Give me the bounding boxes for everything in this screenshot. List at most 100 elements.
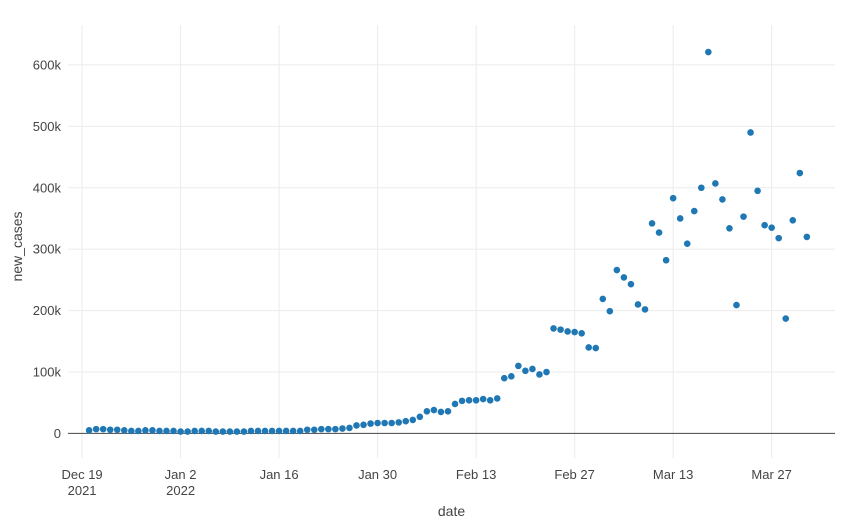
data-point — [388, 419, 395, 427]
data-point — [444, 408, 452, 415]
data-point — [212, 428, 220, 435]
data-point — [740, 213, 747, 220]
data-point — [761, 221, 768, 229]
x-tick-label: Jan 16 — [260, 467, 299, 482]
data-point — [402, 417, 410, 425]
data-point — [522, 367, 529, 375]
x-tick-label: Dec 19 — [61, 467, 102, 482]
data-point — [268, 427, 276, 435]
x-tick-label: 2022 — [166, 483, 195, 498]
data-point — [205, 427, 213, 435]
data-point — [550, 325, 557, 332]
x-tick-label: Jan 2 — [165, 467, 197, 482]
data-point — [599, 295, 607, 303]
data-point — [803, 233, 811, 241]
data-point — [669, 194, 677, 202]
data-point — [99, 425, 107, 433]
data-point — [754, 187, 761, 195]
data-point — [135, 427, 142, 435]
data-point — [698, 184, 705, 192]
data-point — [374, 419, 381, 427]
data-point — [578, 330, 585, 337]
x-tick-label: Jan 30 — [358, 467, 397, 482]
data-point — [458, 397, 466, 405]
data-point — [437, 408, 445, 416]
data-point — [789, 217, 797, 224]
data-point — [627, 280, 635, 288]
data-point — [486, 396, 494, 404]
data-point — [106, 426, 114, 434]
data-point — [289, 427, 297, 435]
data-point — [247, 427, 255, 435]
data-point — [339, 425, 346, 432]
data-point — [585, 344, 593, 351]
data-point — [796, 169, 804, 177]
y-gridlines — [68, 64, 835, 373]
data-point — [493, 395, 501, 402]
data-point — [775, 234, 783, 242]
data-point — [303, 426, 311, 434]
data-point — [310, 426, 318, 434]
data-point — [726, 224, 733, 232]
data-point — [620, 274, 628, 281]
data-point — [275, 427, 283, 435]
data-point — [226, 428, 234, 435]
data-point — [261, 427, 269, 435]
y-tick-label: 500k — [33, 119, 62, 134]
y-tick-labels: 0 100k 200k 300k 400k 500k 600k — [33, 57, 62, 441]
data-point — [381, 419, 388, 427]
data-point — [705, 48, 712, 56]
data-point — [747, 129, 754, 136]
x-tick-label: Feb 13 — [456, 467, 496, 482]
data-point — [634, 301, 642, 308]
data-point — [233, 428, 241, 435]
x-tick-label: Mar 27 — [751, 467, 791, 482]
data-point — [325, 425, 332, 433]
data-point — [346, 424, 353, 432]
data-point — [508, 373, 515, 380]
data-point — [430, 406, 438, 414]
data-point — [367, 420, 374, 427]
data-point — [163, 427, 170, 435]
x-tick-label: Feb 27 — [554, 467, 594, 482]
data-point — [719, 196, 726, 203]
data-point — [564, 328, 571, 335]
data-point — [282, 427, 290, 435]
data-point — [353, 422, 360, 429]
y-axis-title: new_cases — [9, 211, 25, 281]
data-point — [240, 428, 248, 435]
data-point — [451, 400, 459, 408]
data-point — [606, 307, 614, 315]
x-tick-label: 2021 — [68, 483, 97, 498]
data-point — [416, 413, 424, 421]
data-point — [662, 256, 670, 264]
data-point — [360, 421, 367, 429]
data-point — [318, 425, 325, 433]
data-point — [733, 301, 740, 309]
data-point — [191, 427, 198, 435]
data-point — [529, 365, 536, 373]
data-point — [465, 396, 473, 404]
data-point — [120, 427, 128, 434]
y-tick-label: 0 — [54, 426, 61, 441]
data-point — [142, 427, 149, 434]
data-point — [296, 427, 304, 435]
data-point — [515, 362, 522, 370]
data-point — [198, 427, 205, 435]
data-point — [409, 416, 417, 424]
data-point — [500, 374, 508, 382]
data-point — [423, 408, 431, 415]
data-point — [254, 427, 262, 435]
data-point — [676, 215, 684, 222]
data-point — [641, 306, 649, 313]
data-point — [184, 428, 191, 435]
data-point — [571, 328, 578, 336]
data-point — [128, 427, 135, 435]
data-point — [149, 427, 156, 434]
data-point — [219, 428, 227, 435]
data-points — [85, 48, 811, 435]
data-point — [177, 428, 184, 435]
data-point — [557, 326, 564, 333]
